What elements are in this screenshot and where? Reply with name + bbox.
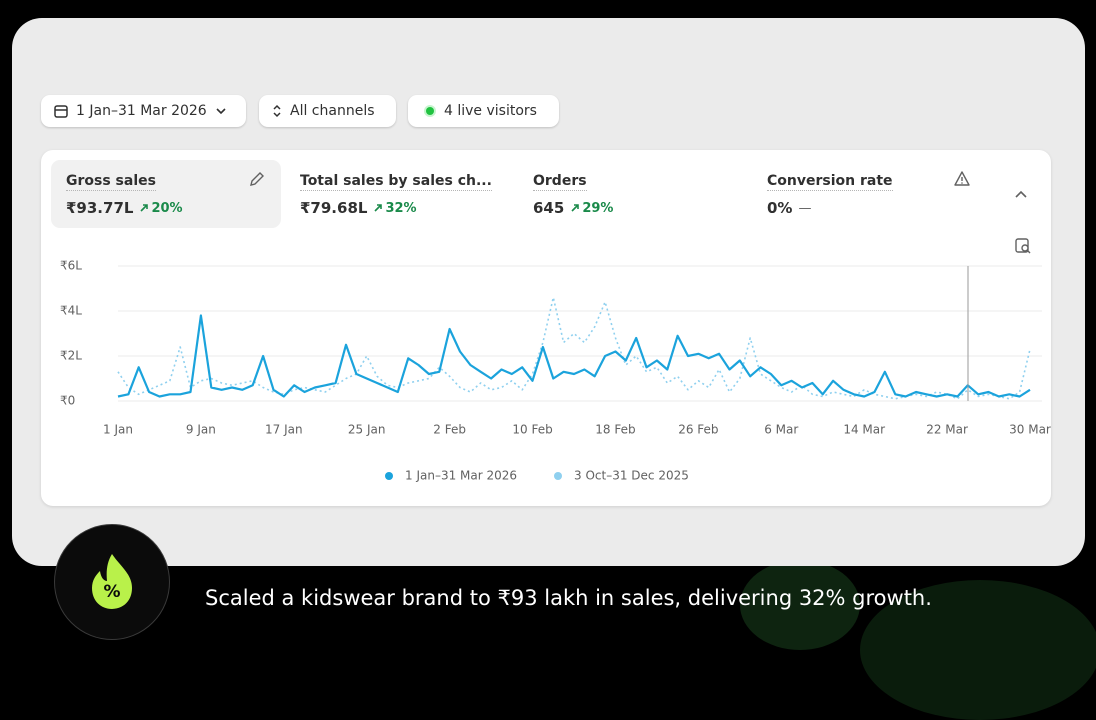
collapse-chevron[interactable] <box>1013 188 1029 202</box>
trend-arrow-path <box>571 204 580 212</box>
legend-swatch <box>385 472 393 480</box>
chart: ₹0 ₹2L ₹4L ₹6L 1 Jan 9 Jan 17 Jan 25 Jan 2 Feb 10… <box>60 259 1051 483</box>
x-tick-label: 26 Feb <box>678 423 718 437</box>
y-tick-label: ₹0 <box>60 394 75 408</box>
y-tick-label: ₹4L <box>60 304 82 318</box>
live-visitors[interactable]: 4 live visitors <box>408 95 559 127</box>
metric-value: ₹93.77L <box>66 199 134 217</box>
caption: Scaled a kidswear brand to ₹93 lakh in s… <box>205 586 932 610</box>
metric-change: — <box>798 201 811 216</box>
x-tick-label: 25 Jan <box>348 423 386 437</box>
metric-value: 645 <box>533 199 565 217</box>
series-line <box>117 296 1031 400</box>
metric-tile[interactable]: Gross sales ₹93.77L 20% <box>51 160 281 228</box>
x-tick-label: 17 Jan <box>265 423 303 437</box>
live-visitors-label: 4 live visitors <box>444 103 537 119</box>
metric-tile: Orders 645 29% <box>518 160 748 228</box>
metric-tile: Conversion rate 0% — <box>752 160 982 228</box>
badge-label: % <box>103 582 120 602</box>
metric-row: ₹93.77L 20% <box>66 199 266 217</box>
metric-label: Gross sales <box>66 173 156 191</box>
metric-change-value: 20% <box>151 200 183 216</box>
trend-arrow <box>571 204 580 212</box>
metric-label: Conversion rate <box>767 173 893 191</box>
channel-filter-label: All channels <box>290 103 375 119</box>
metric-change: 20% <box>139 200 183 216</box>
background-glow <box>740 560 860 650</box>
x-tick-label: 2 Feb <box>433 423 466 437</box>
live-dot <box>424 105 436 117</box>
edit-icon[interactable] <box>248 170 266 188</box>
dashboard-panel: 1 Jan–31 Mar 2026 All channels 4 live vi… <box>12 18 1085 566</box>
x-tick-label: 22 Mar <box>926 423 968 437</box>
metric-value: 0% <box>767 199 793 217</box>
warning-icon[interactable] <box>953 170 971 188</box>
x-tick-label: 14 Mar <box>843 423 885 437</box>
date-filter[interactable]: 1 Jan–31 Mar 2026 <box>41 95 246 127</box>
metric-label: Total sales by sales ch... <box>300 173 492 191</box>
badge-icon: % <box>91 553 132 609</box>
legend-label: 1 Jan–31 Mar 2026 <box>405 469 517 483</box>
channel-filter[interactable]: All channels <box>259 95 396 127</box>
chevron-down <box>216 108 226 115</box>
x-tick-label: 1 Jan <box>103 423 133 437</box>
sales-card: ₹0 ₹2L ₹4L ₹6L 1 Jan 9 Jan 17 Jan 25 Jan 2 Feb 10… <box>41 150 1051 506</box>
legend-swatch <box>554 472 562 480</box>
badge: % <box>54 524 170 640</box>
metric-change-value: 29% <box>582 200 614 216</box>
page: 1 Jan–31 Mar 2026 All channels 4 live vi… <box>12 18 1096 720</box>
metric-tile: Total sales by sales ch... ₹79.68L 32% <box>285 160 515 228</box>
x-tick-label: 6 Mar <box>764 423 798 437</box>
chart-options-icon[interactable] <box>1014 237 1032 255</box>
metric-label: Orders <box>533 173 587 191</box>
trend-arrow-path <box>374 204 383 212</box>
legend-label: 3 Oct–31 Dec 2025 <box>574 469 689 483</box>
trend-arrow <box>140 204 149 212</box>
x-tick-label: 18 Feb <box>595 423 635 437</box>
metric-change-value: 32% <box>385 200 417 216</box>
metric-change: 32% <box>373 200 417 216</box>
metric-change: 29% <box>570 201 613 216</box>
series-line <box>117 314 1031 398</box>
y-tick-label: ₹6L <box>60 259 82 273</box>
metric-value: ₹79.68L <box>300 199 368 217</box>
calendar-icon <box>54 105 68 118</box>
x-tick-label: 30 Mar <box>1009 423 1051 437</box>
metric-row: 645 29% <box>533 199 733 217</box>
metric-row: 0% — <box>767 199 967 217</box>
trend-arrow <box>374 204 383 212</box>
trend-arrow-path <box>140 204 149 212</box>
date-filter-label: 1 Jan–31 Mar 2026 <box>76 103 207 119</box>
y-tick-label: ₹2L <box>60 349 82 363</box>
metric-change-value: — <box>798 200 812 216</box>
x-tick-label: 9 Jan <box>186 423 216 437</box>
metric-row: ₹79.68L 32% <box>300 199 500 217</box>
sort-icon <box>273 104 281 118</box>
x-tick-label: 10 Feb <box>512 423 552 437</box>
